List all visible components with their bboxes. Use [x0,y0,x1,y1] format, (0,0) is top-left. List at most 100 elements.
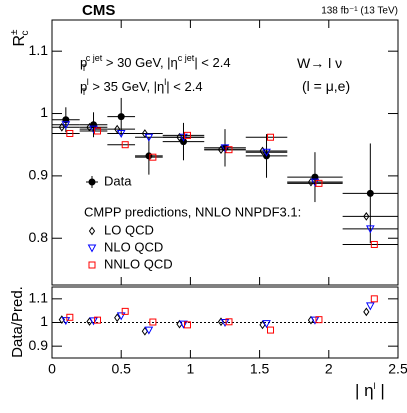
legend-label: Data [104,173,132,188]
point [66,129,74,137]
annotation: (l = μ,e) [302,78,350,94]
annotation-part: | < 2.4 [194,55,230,70]
y-axis-label: R±c [9,29,31,47]
annotation-part: > 35 GeV, |η [89,79,165,94]
point [179,133,188,142]
y-tick-label: 1.1 [29,42,49,58]
legend-label: NLO QCD [104,239,163,254]
point [149,153,157,161]
top-frame [51,19,399,286]
point [145,152,153,160]
annotation: | ηl | [355,381,385,400]
point [217,145,225,155]
annotation-part: W→ l ν [297,55,342,71]
annotation-part: c jet [178,53,195,63]
y-tick-label: 0.8 [29,229,49,245]
y-label-part: ± [9,29,20,35]
legend-label: NNLO QCD [104,256,173,271]
annotation-part: | η [355,381,374,400]
point [183,321,191,329]
y-label-part: R [11,35,28,47]
y-tick-label: 1.1 [29,290,49,306]
point [144,133,154,142]
y-tick-label: 1 [40,313,48,329]
legend-marker [88,261,96,269]
point [220,144,230,153]
point [267,326,275,334]
annotation-part: l [374,381,376,391]
annotation-part: | < 2.4 [166,79,202,94]
annotation: pTc jet > 30 GeV, |ηc jet| < 2.4 [80,53,231,73]
annotation-part: | [376,381,385,400]
x-tick-label: 1 [187,361,195,377]
point [89,125,98,134]
point [310,178,320,187]
point [267,133,275,141]
annotation-part: l [164,77,166,87]
ratio-y-label: Data/Pred. [9,286,26,358]
annotation-part: l [87,77,89,87]
point [121,141,129,149]
point [259,146,266,156]
x-tick-label: 2 [325,361,333,377]
point [117,113,125,121]
point [262,320,271,329]
point [262,148,271,157]
point [116,312,126,321]
annotation-part: > 30 GeV, |η [102,55,178,70]
point [94,127,102,135]
point [58,122,65,132]
y-tick-label: 0.9 [29,167,49,183]
point [149,318,157,326]
point [315,316,323,324]
legend-marker [87,244,97,253]
point [94,316,102,324]
annotation-part: p [80,55,87,70]
point [114,313,121,323]
point [144,326,154,335]
point [61,121,71,130]
point [183,131,191,139]
point [315,179,323,187]
point [363,307,370,317]
point [86,317,93,326]
annotation-part: c jet [86,53,103,63]
legend-label: LO QCD [104,222,154,237]
legend-marker [88,226,96,236]
y-label-part: c [20,30,31,35]
annotation-part: T [81,87,87,97]
point [225,146,233,154]
point [114,124,121,134]
chart-title: CMS [82,2,115,19]
annotation-part: p [80,79,87,94]
annotation: W→ l ν [297,55,342,71]
point [370,295,378,303]
x-tick-label: 0 [48,361,56,377]
legend-title: CMPP predictions, NNLO NNPDF3.1: [84,204,301,219]
annotation: pTl > 35 GeV, |ηl| < 2.4 [80,77,203,97]
point [363,212,370,221]
annotation-part: T [81,63,87,73]
x-tick-label: 0.5 [111,361,131,377]
point [89,317,98,326]
point [58,315,65,325]
point [365,225,375,234]
y-tick-label: 1 [40,104,48,120]
point [179,320,188,329]
point [370,240,378,248]
annotation-part: (l = μ,e) [302,78,350,94]
point [225,318,233,326]
legend-marker [88,178,96,186]
point [66,313,74,321]
point [310,316,320,325]
subtitle: 138 fb⁻¹ (13 TeV) [321,6,398,17]
point [116,129,126,139]
point [365,302,375,311]
point [121,307,129,315]
point [61,317,71,326]
x-tick-label: 2.5 [388,361,407,377]
point [220,319,230,328]
x-tick-label: 1.5 [250,361,270,377]
point [366,189,374,197]
